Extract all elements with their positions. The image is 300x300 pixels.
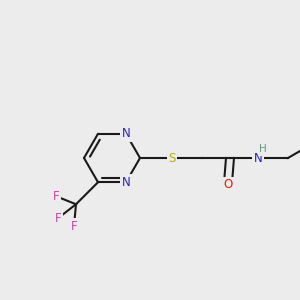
Text: S: S (168, 152, 176, 164)
Text: N: N (122, 127, 130, 140)
Text: O: O (224, 178, 232, 191)
Text: N: N (254, 152, 262, 164)
Text: N: N (122, 176, 130, 189)
Text: F: F (53, 190, 59, 203)
Text: F: F (55, 212, 61, 225)
Text: F: F (71, 220, 77, 233)
Text: H: H (259, 144, 267, 154)
